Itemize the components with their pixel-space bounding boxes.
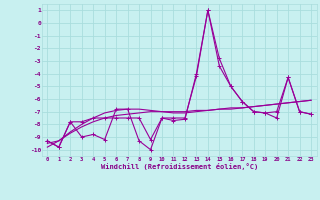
X-axis label: Windchill (Refroidissement éolien,°C): Windchill (Refroidissement éolien,°C) [100,163,258,170]
